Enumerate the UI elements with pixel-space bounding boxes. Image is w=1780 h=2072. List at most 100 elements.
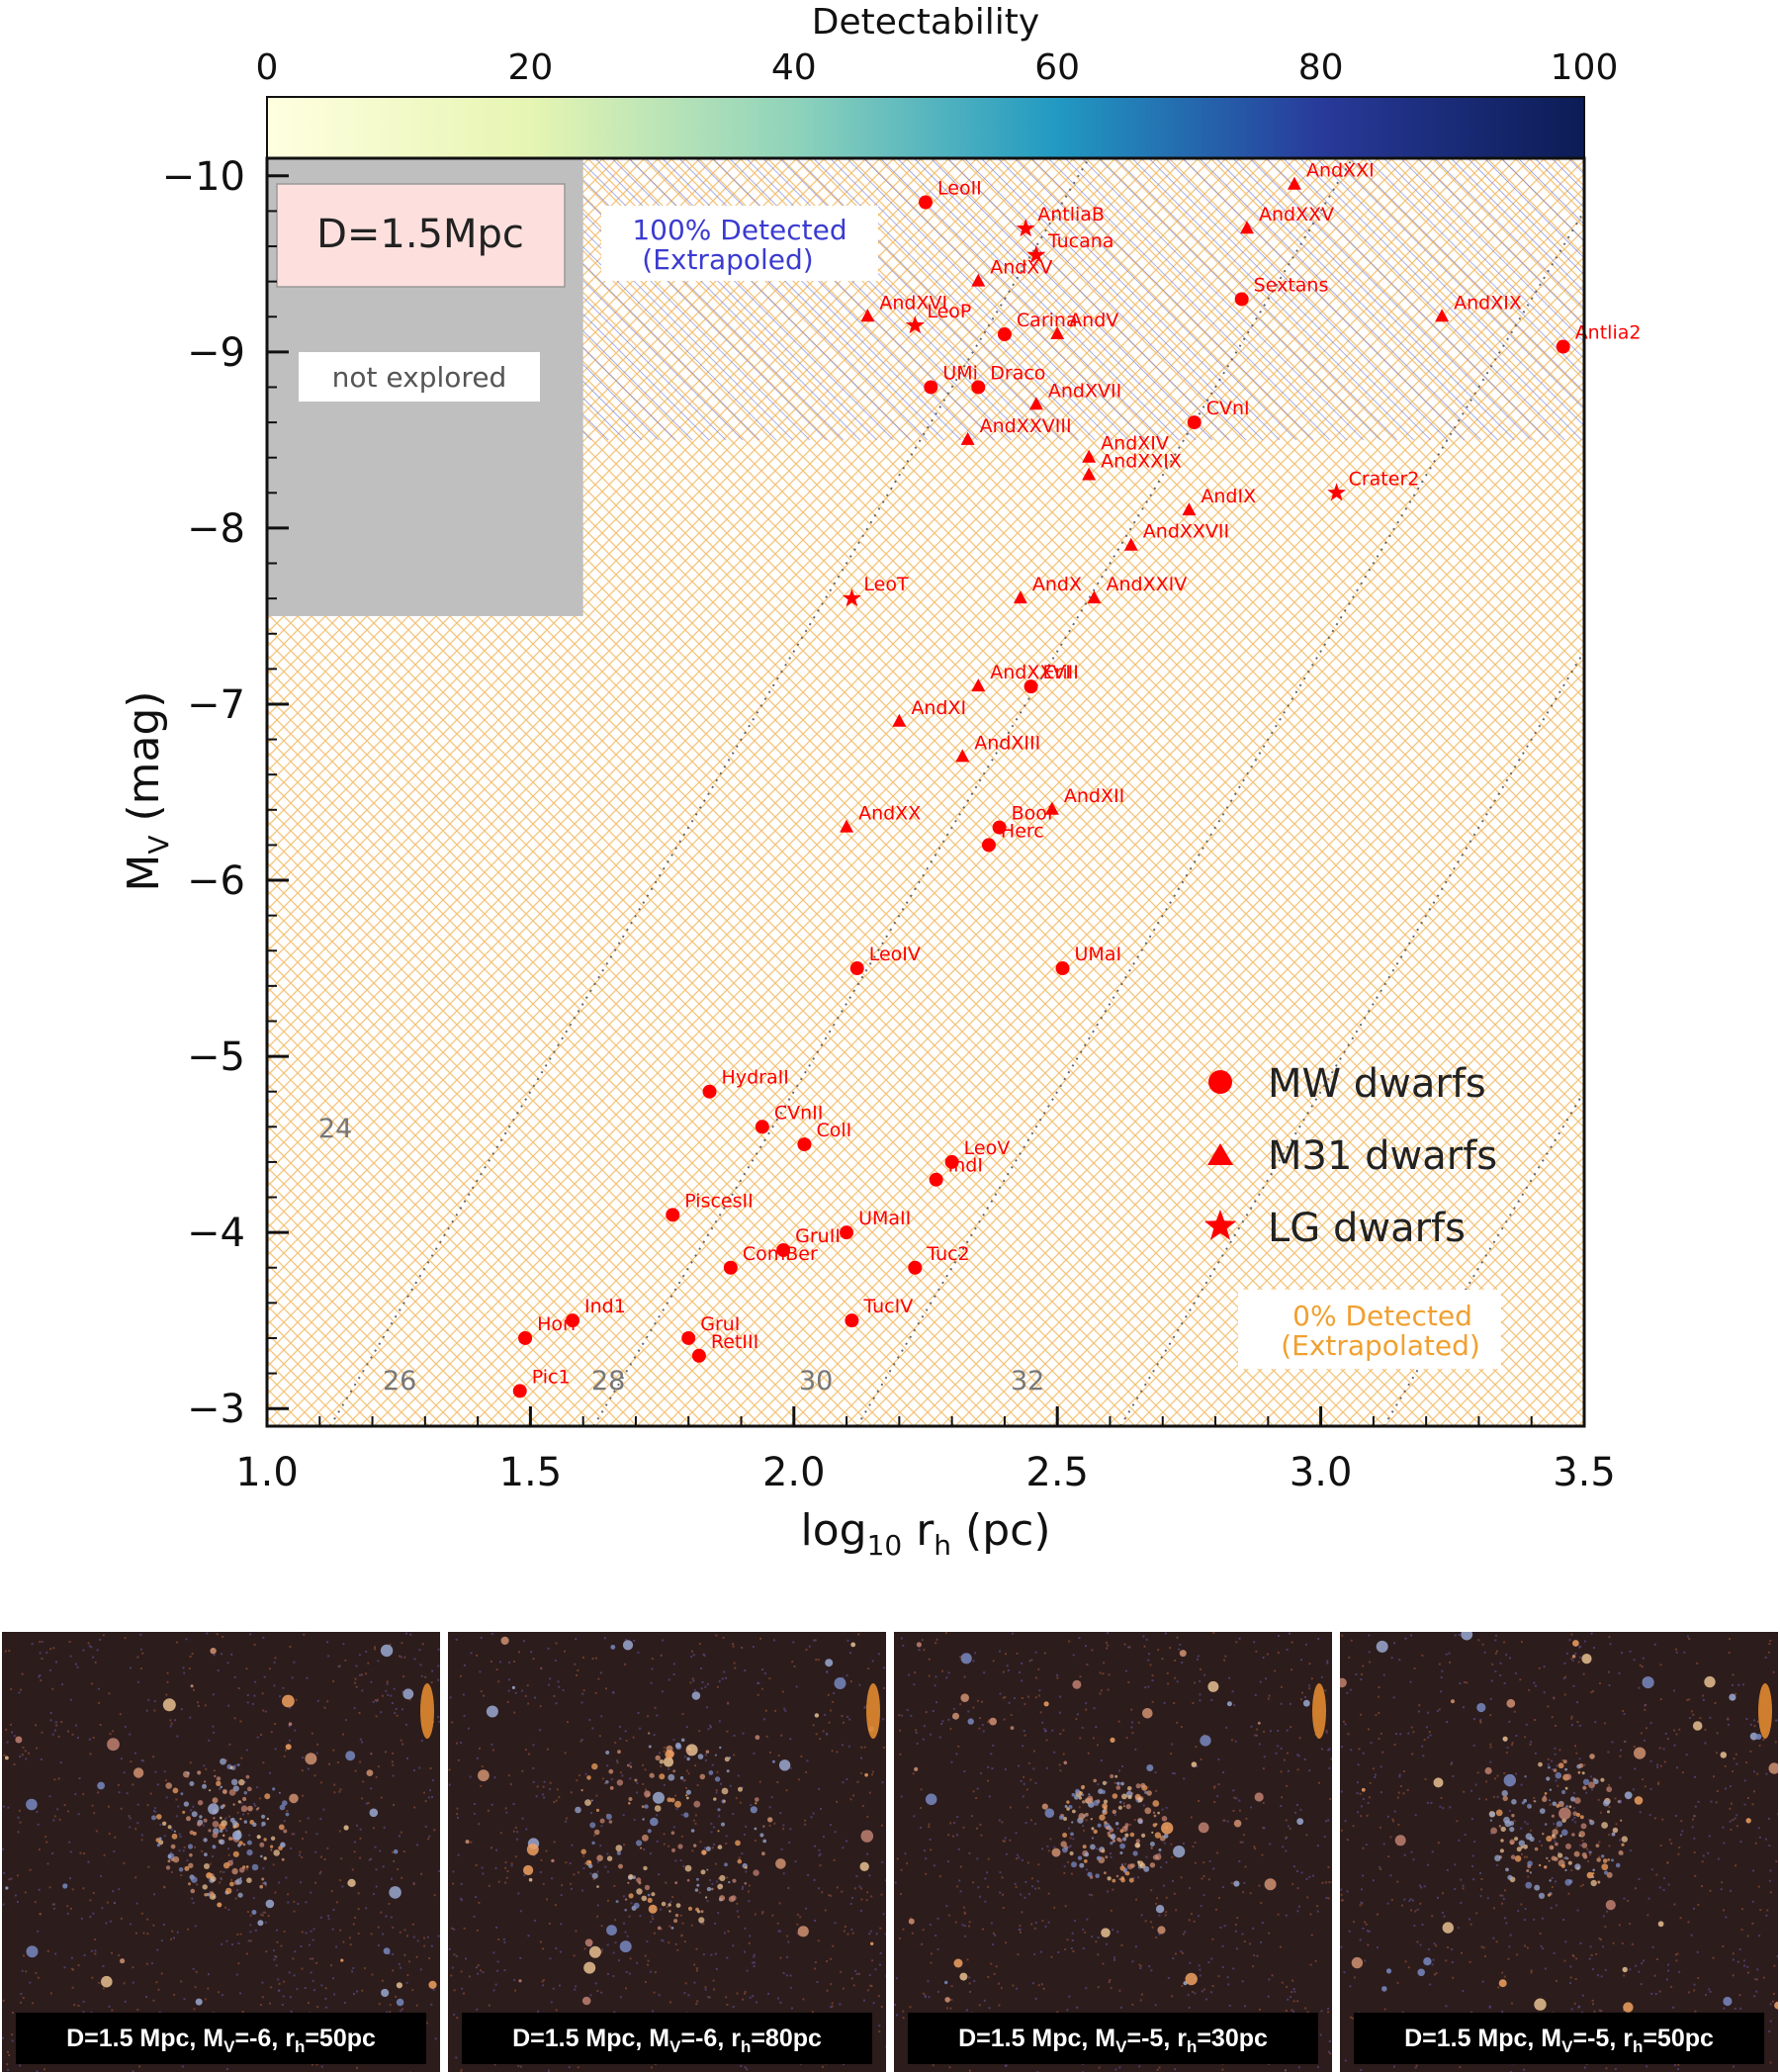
noise-pixel	[1490, 1832, 1492, 1835]
field-star	[952, 1712, 959, 1720]
field-star	[383, 1947, 391, 1955]
colorbar-title: Detectability	[812, 2, 1039, 43]
noise-pixel	[604, 1865, 607, 1868]
dwarf-star	[1078, 1813, 1086, 1820]
noise-pixel	[359, 1837, 362, 1840]
noise-pixel	[898, 1714, 901, 1717]
noise-pixel	[480, 1784, 483, 1787]
noise-pixel	[129, 1733, 132, 1736]
noise-pixel	[836, 1800, 839, 1803]
noise-pixel	[754, 1913, 756, 1916]
noise-pixel	[1135, 1898, 1137, 1901]
noise-pixel	[416, 1939, 419, 1942]
noise-pixel	[868, 1874, 871, 1877]
noise-pixel	[1776, 1955, 1778, 1958]
noise-pixel	[1214, 1908, 1217, 1911]
point-label: GruII	[795, 1225, 841, 1247]
colorbar-rect	[266, 96, 1585, 159]
noise-pixel	[1360, 1805, 1363, 1808]
noise-pixel	[1694, 1874, 1697, 1877]
noise-pixel	[934, 1675, 937, 1678]
noise-pixel	[651, 1658, 654, 1661]
noise-pixel	[1190, 1913, 1193, 1916]
field-star	[1572, 1640, 1579, 1647]
noise-pixel	[940, 1723, 943, 1725]
dwarf-star	[670, 1927, 674, 1930]
noise-pixel	[622, 1814, 625, 1817]
noise-pixel	[1505, 1922, 1508, 1925]
noise-pixel	[1158, 2066, 1161, 2069]
noise-pixel	[607, 1973, 609, 1975]
noise-pixel	[642, 1763, 644, 1766]
noise-pixel	[745, 1825, 748, 1828]
noise-pixel	[1743, 1803, 1746, 1806]
noise-pixel	[726, 2004, 729, 2006]
dwarf-star	[1084, 1851, 1090, 1857]
annotations: D=1.5Mpc not explored 100% Detected (Ext…	[276, 183, 1501, 1369]
noise-pixel	[503, 1940, 506, 1943]
noise-pixel	[732, 1813, 735, 1815]
noise-pixel	[1327, 2011, 1330, 2014]
noise-pixel	[1118, 1769, 1120, 1772]
dwarf-star	[1101, 1848, 1106, 1853]
noise-pixel	[1440, 1797, 1443, 1799]
noise-pixel	[696, 1969, 698, 1972]
dwarf-star	[1551, 1814, 1555, 1818]
detectability-chart: Detectability 0 20 40 60 80 100 D=1.5Mpc not …	[119, 2, 1641, 1562]
noise-pixel	[291, 1833, 294, 1836]
noise-pixel	[624, 1639, 627, 1642]
noise-pixel	[1292, 2010, 1295, 2013]
noise-pixel	[1501, 2010, 1504, 2013]
dwarf-star	[232, 1803, 235, 1806]
noise-pixel	[822, 2065, 824, 2068]
noise-pixel	[413, 1806, 416, 1809]
noise-pixel	[1538, 1667, 1541, 1669]
noise-pixel	[1235, 1930, 1237, 1933]
noise-pixel	[808, 1645, 811, 1648]
noise-pixel	[564, 1752, 567, 1755]
noise-pixel	[1166, 1671, 1169, 1674]
noise-pixel	[841, 1890, 844, 1893]
detected-label-line2: (Extrapoled)	[642, 243, 813, 276]
noise-pixel	[1091, 1894, 1094, 1897]
noise-pixel	[393, 1860, 396, 1862]
noise-pixel	[512, 1830, 515, 1833]
noise-pixel	[1600, 2010, 1603, 2013]
noise-pixel	[706, 1706, 708, 1709]
noise-pixel	[666, 1906, 668, 1909]
noise-pixel	[387, 1693, 390, 1696]
noise-pixel	[1137, 1721, 1140, 1724]
noise-pixel	[1736, 1814, 1738, 1817]
x-tick-label: 3.0	[1290, 1450, 1353, 1495]
noise-pixel	[401, 1743, 404, 1746]
noise-pixel	[1702, 1694, 1705, 1697]
dwarf-star	[721, 1822, 725, 1827]
dwarf-star	[615, 1900, 619, 1904]
noise-pixel	[324, 2006, 327, 2009]
field-star	[1351, 1956, 1364, 1969]
dwarf-star	[714, 1754, 717, 1757]
noise-pixel	[69, 1877, 71, 1880]
dwarf-star	[1547, 1893, 1552, 1897]
noise-pixel	[980, 1834, 983, 1837]
noise-pixel	[1046, 1845, 1049, 1847]
noise-pixel	[51, 1903, 54, 1906]
noise-pixel	[1017, 1953, 1020, 1956]
noise-pixel	[921, 1942, 924, 1945]
noise-pixel	[103, 1853, 106, 1856]
noise-pixel	[906, 1862, 909, 1865]
noise-pixel	[582, 1854, 585, 1857]
noise-pixel	[239, 1720, 242, 1723]
noise-pixel	[514, 1691, 517, 1694]
dwarf-star	[1104, 1821, 1108, 1825]
noise-pixel	[1325, 1881, 1328, 1884]
noise-pixel	[1608, 1670, 1610, 1673]
noise-pixel	[786, 1935, 789, 1937]
noise-pixel	[885, 2045, 886, 2048]
noise-pixel	[1423, 1885, 1426, 1888]
noise-pixel	[448, 1947, 451, 1950]
dwarf-star	[1120, 1863, 1123, 1866]
noise-pixel	[1279, 1945, 1282, 1948]
noise-pixel	[1069, 1845, 1072, 1847]
dwarf-star	[1601, 1863, 1609, 1871]
